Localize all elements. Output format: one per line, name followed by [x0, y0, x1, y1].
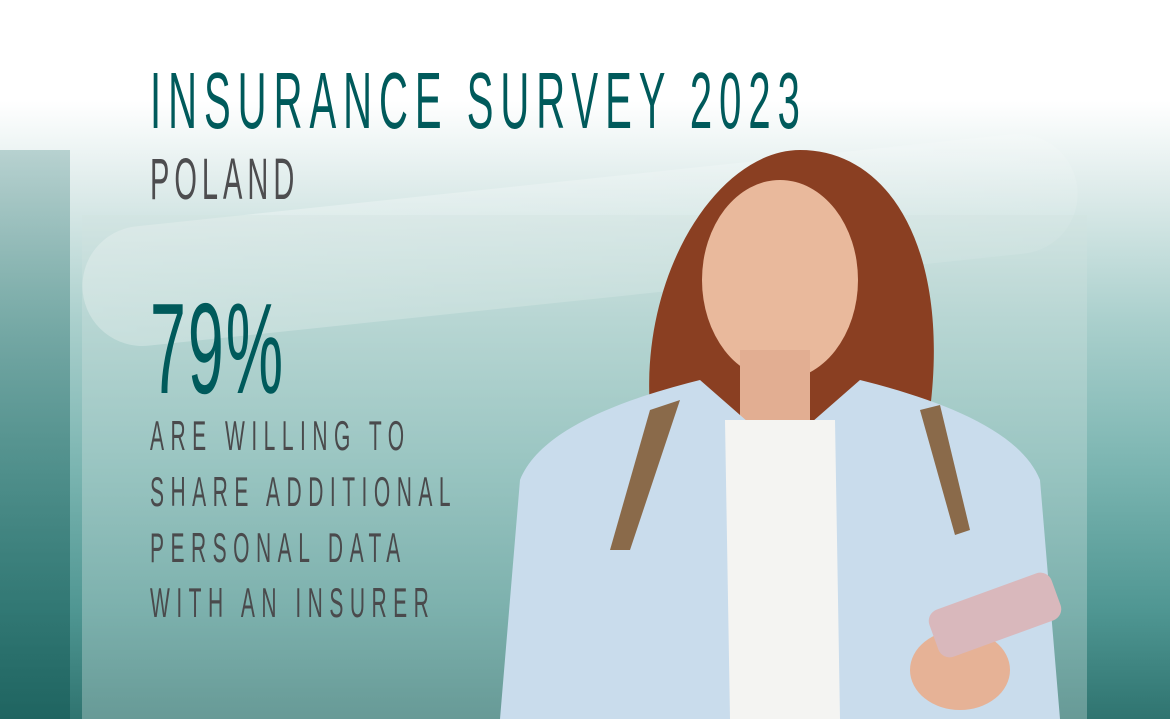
woman-with-phone-photo: [500, 150, 1062, 719]
backpack-strap-right: [920, 405, 970, 535]
backpack-strap-left: [610, 400, 680, 550]
country-subtitle: POLAND: [150, 147, 300, 212]
stat-description-line: ARE WILLING TO: [150, 412, 411, 459]
stat-description-line: SHARE ADDITIONAL: [150, 468, 458, 515]
stat-description-line: WITH AN INSURER: [150, 579, 436, 626]
hand: [910, 630, 1010, 710]
background-train-door: [0, 150, 70, 719]
face: [702, 180, 858, 380]
stat-percentage: 79%: [150, 277, 286, 421]
phone: [928, 572, 1062, 658]
neck: [740, 350, 810, 430]
tshirt: [725, 420, 840, 719]
page-title: INSURANCE SURVEY 2023: [150, 56, 807, 145]
stat-description-line: PERSONAL DATA: [150, 524, 407, 571]
